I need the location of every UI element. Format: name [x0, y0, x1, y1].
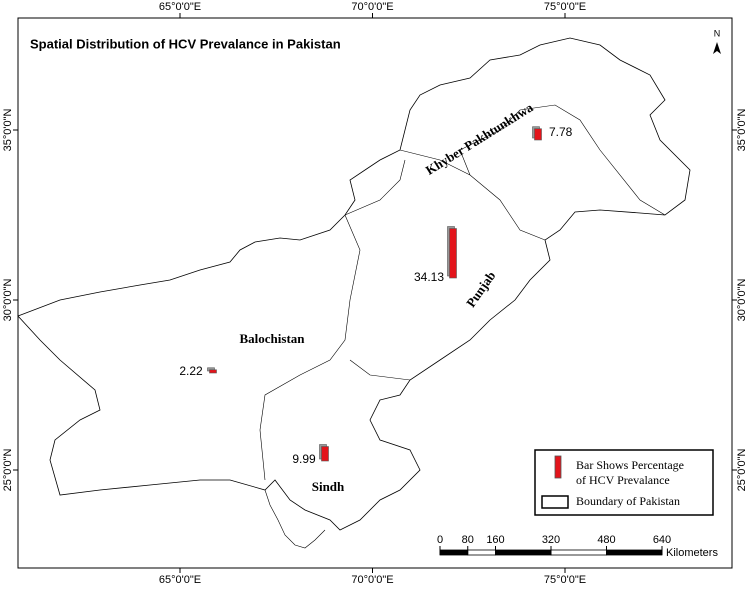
north-label: N [714, 28, 721, 38]
scale-label: 0 [437, 534, 443, 546]
longitude-label: 75°0'0"E [544, 574, 586, 586]
legend-label: Bar Shows Percentage [576, 458, 684, 472]
legend: Bar Shows Percentage of HCV Prevalance B… [534, 449, 714, 516]
province-boundary [259, 104, 666, 481]
scale-label: 480 [597, 534, 615, 546]
legend-label: of HCV Prevalance [576, 473, 670, 487]
latitude-label: 35°0'0"N [736, 109, 748, 152]
latitude-label: 30°0'0"N [2, 279, 14, 322]
latitude-label: 25°0'0"N [2, 449, 14, 492]
scale-segment [550, 549, 607, 556]
scale-label: 80 [462, 534, 474, 546]
scale-segment [467, 549, 496, 556]
scale-segment [606, 549, 663, 556]
scale-label: 320 [542, 534, 560, 546]
bar [209, 369, 217, 374]
bar [321, 446, 329, 462]
region-label: Balochistan [239, 331, 305, 346]
value-label: 2.22 [179, 364, 203, 378]
coastline-detail [264, 489, 326, 549]
bar [534, 128, 542, 141]
scale-label: 160 [486, 534, 504, 546]
scale-unit: Kilometers [666, 547, 718, 559]
north-arrow-icon [713, 42, 721, 54]
longitude-label: 75°0'0"E [544, 1, 586, 13]
latitude-label: 35°0'0"N [2, 109, 14, 152]
scale-label: 640 [653, 534, 671, 546]
longitude-label: 65°0'0"E [159, 1, 201, 13]
latitude-label: 30°0'0"N [736, 279, 748, 322]
legend-label: Boundary of Pakistan [576, 494, 680, 508]
value-label: 9.99 [292, 452, 316, 466]
longitude-label: 65°0'0"E [159, 574, 201, 586]
latitude-label: 25°0'0"N [736, 449, 748, 492]
north-arrow: N [713, 28, 721, 54]
legend-bar-icon [554, 455, 562, 479]
scale-segment [495, 549, 552, 556]
longitude-label: 70°0'0"E [351, 574, 393, 586]
country-boundary [17, 37, 691, 531]
bar [449, 228, 457, 279]
longitude-label: 70°0'0"E [351, 1, 393, 13]
value-label: 34.13 [414, 270, 444, 284]
map-title: Spatial Distribution of HCV Prevalance i… [30, 36, 341, 51]
region-label: Sindh [312, 479, 345, 494]
value-label: 7.78 [549, 125, 573, 139]
scale-segment [439, 549, 469, 556]
legend-boundary-icon [541, 495, 569, 509]
